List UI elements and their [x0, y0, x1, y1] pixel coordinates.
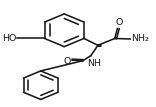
Text: O: O — [115, 18, 123, 27]
Text: NH: NH — [88, 59, 102, 68]
Text: HO: HO — [2, 34, 17, 43]
Text: NH₂: NH₂ — [131, 34, 149, 43]
Text: O: O — [63, 57, 71, 66]
